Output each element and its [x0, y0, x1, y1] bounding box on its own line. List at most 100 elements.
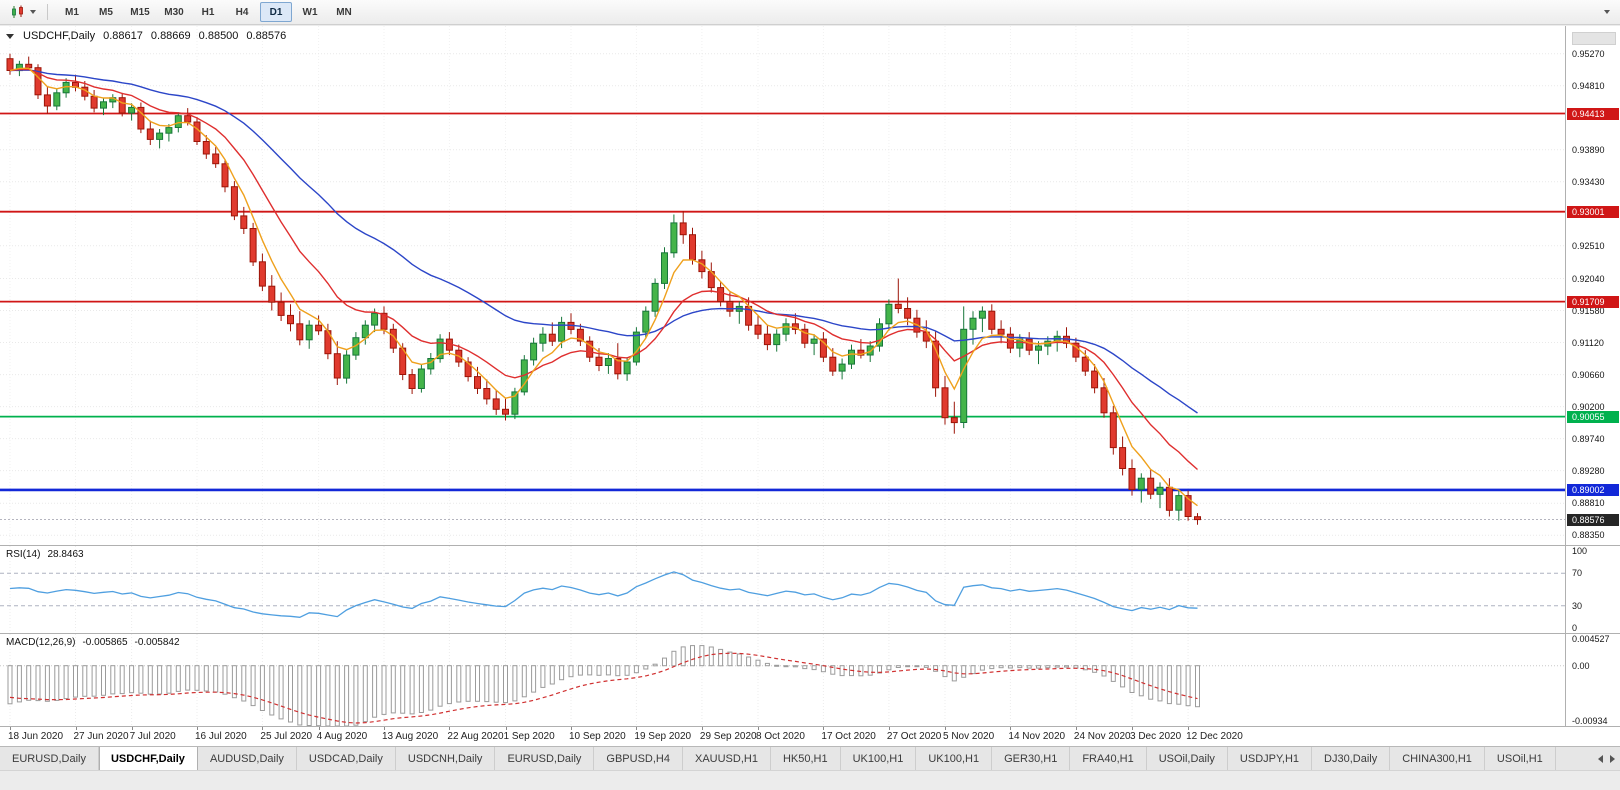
pane-splitter[interactable]	[0, 726, 1620, 727]
symbol-tab-audusd-daily[interactable]: AUDUSD,Daily	[197, 747, 297, 770]
caret-down-icon	[30, 10, 36, 14]
scale-tick: 30	[1572, 600, 1583, 611]
date-tick	[505, 727, 507, 730]
date-tick	[945, 727, 946, 730]
symbol-tab-usdjpy-h1[interactable]: USDJPY,H1	[1227, 747, 1313, 770]
date-label: 3 Dec 2020	[1130, 731, 1182, 742]
price-scale[interactable]: 0.95270 0.94810 0.93890 0.93430 0.92510 0.920…	[1565, 26, 1620, 545]
toolbar-separator	[47, 4, 48, 20]
macd-label: MACD(12,26,9)	[6, 637, 76, 648]
price-level-badge: 0.91709	[1567, 295, 1619, 308]
symbol-tab-eurusd-daily[interactable]: EURUSD,Daily	[0, 747, 99, 770]
date-tick	[197, 727, 198, 730]
status-strip	[0, 770, 1620, 790]
scale-tick: 0.88350	[1572, 530, 1605, 541]
scale-tick: 0.94810	[1572, 80, 1605, 91]
date-label: 1 Sep 2020	[503, 731, 555, 742]
chevron-down-icon	[1604, 10, 1610, 14]
price-level-badge: 0.89002	[1567, 483, 1619, 496]
symbol-tab-china300-h1[interactable]: CHINA300,H1	[1390, 747, 1485, 770]
symbol-tab-eurusd-daily[interactable]: EURUSD,Daily	[495, 747, 595, 770]
symbol-tab-uk100-h1[interactable]: UK100,H1	[916, 747, 993, 770]
chart-title: USDCHF,Daily 0.88617 0.88669 0.88500 0.8…	[6, 30, 286, 42]
date-label: 14 Nov 2020	[1008, 731, 1066, 742]
symbol-tab-uk100-h1[interactable]: UK100,H1	[840, 747, 917, 770]
date-tick	[1132, 727, 1133, 730]
tf-button-m15[interactable]: M15	[130, 6, 150, 18]
rsi-canvas[interactable]	[0, 546, 1566, 633]
tab-scroll-buttons	[1593, 747, 1620, 770]
tf-button-h1[interactable]: H1	[201, 6, 215, 18]
symbol-tab-xauusd-h1[interactable]: XAUUSD,H1	[682, 747, 771, 770]
macd-canvas[interactable]	[0, 634, 1566, 726]
tf-button-h4[interactable]: H4	[235, 6, 249, 18]
scale-tick: 0.93430	[1572, 176, 1605, 187]
scale-tick: 100	[1572, 546, 1588, 556]
date-tick	[636, 727, 638, 730]
date-tick	[758, 727, 759, 730]
tf-button-m1[interactable]: M1	[65, 6, 79, 18]
tf-button-w1[interactable]: W1	[302, 6, 318, 18]
tab-scroll-left-icon[interactable]	[1598, 754, 1603, 763]
rsi-title: RSI(14) 28.8463	[6, 549, 84, 560]
scale-tick: 0.92040	[1572, 273, 1605, 284]
date-tick	[384, 727, 385, 730]
candlestick-chart-icon	[12, 5, 23, 18]
symbol-tab-usoil-daily[interactable]: USOil,Daily	[1146, 747, 1228, 770]
tf-button-m5[interactable]: M5	[99, 6, 113, 18]
symbol-tab-ger30-h1[interactable]: GER30,H1	[992, 747, 1071, 770]
symbol-tab-usdcnh-daily[interactable]: USDCNH,Daily	[395, 747, 496, 770]
date-label: 5 Nov 2020	[943, 731, 995, 742]
scale-tick: 70	[1572, 568, 1583, 579]
tf-button-m30[interactable]: M30	[164, 6, 184, 18]
scale-tick: 0.92510	[1572, 240, 1605, 251]
charts-menu-button[interactable]	[6, 3, 40, 21]
main-chart-pane: USDCHF,Daily 0.88617 0.88669 0.88500 0.8…	[0, 26, 1620, 545]
toolbar: M1 M5 M15 M30 H1 H4 D1 W1 MN	[0, 0, 1620, 25]
scale-tick: 0.89740	[1572, 433, 1605, 444]
rsi-value: 28.8463	[47, 549, 84, 560]
chart-symbol-label: USDCHF,Daily	[23, 30, 96, 42]
date-label: 18 Jun 2020	[8, 731, 64, 742]
date-label: 29 Sep 2020	[699, 731, 757, 742]
main-chart-canvas[interactable]	[0, 26, 1566, 545]
tab-list: EURUSD,Daily USDCHF,Daily AUDUSD,Daily USDC…	[0, 747, 1593, 770]
date-label: 7 Jul 2020	[129, 731, 176, 742]
macd-signal-value: -0.005842	[134, 637, 180, 648]
scale-tick: 0.88810	[1572, 498, 1605, 509]
date-label: 13 Aug 2020	[382, 731, 439, 742]
tab-scroll-right-icon[interactable]	[1610, 754, 1615, 763]
symbol-tab-usdcad-daily[interactable]: USDCAD,Daily	[296, 747, 396, 770]
symbol-tab-gbpusd-h4[interactable]: GBPUSD,H4	[594, 747, 683, 770]
date-label: 12 Dec 2020	[1186, 731, 1243, 742]
scale-tick: 0.93890	[1572, 144, 1605, 155]
macd-scale[interactable]: 0.004527 0.00 -0.00934	[1565, 634, 1620, 726]
date-label: 24 Nov 2020	[1073, 731, 1131, 742]
scale-decoration-box	[1572, 32, 1616, 45]
scale-tick: 0	[1572, 623, 1578, 633]
scale-tick: 0.004527	[1572, 634, 1610, 644]
scale-tick: 0.89280	[1572, 465, 1605, 476]
date-label: 22 Aug 2020	[447, 731, 504, 742]
time-axis[interactable]: 18 Jun 2020 27 Jun 2020 7 Jul 2020 16 Jul 2…	[0, 727, 1620, 746]
symbol-tab-usoil-h1[interactable]: USOil,H1	[1484, 747, 1556, 770]
rsi-scale[interactable]: 100 70 30 0	[1565, 546, 1620, 633]
tf-button-mn[interactable]: MN	[336, 6, 352, 18]
scale-tick: 0.90200	[1572, 401, 1605, 412]
toolbar-overflow-button[interactable]	[1600, 8, 1614, 16]
symbol-tab-fra40-h1[interactable]: FRA40,H1	[1070, 747, 1147, 770]
symbol-tab-dj30-daily[interactable]: DJ30,Daily	[1312, 747, 1391, 770]
tf-button-d1[interactable]: D1	[260, 2, 292, 22]
date-label: 16 Jul 2020	[195, 731, 247, 742]
symbol-tab-hk50-h1[interactable]: HK50,H1	[770, 747, 841, 770]
pane-splitter[interactable]	[0, 633, 1620, 634]
date-tick	[131, 727, 133, 730]
date-tick	[888, 727, 890, 730]
rsi-pane: RSI(14) 28.8463 100 70 30 0	[0, 546, 1620, 633]
date-tick	[823, 727, 825, 730]
symbol-tab-usdchf-daily[interactable]: USDCHF,Daily	[98, 747, 198, 770]
one-click-trading-icon[interactable]	[6, 33, 14, 39]
chart-high-value: 0.88669	[150, 30, 191, 42]
pane-splitter[interactable]	[0, 545, 1620, 546]
price-level-badge: 0.90055	[1567, 410, 1619, 423]
